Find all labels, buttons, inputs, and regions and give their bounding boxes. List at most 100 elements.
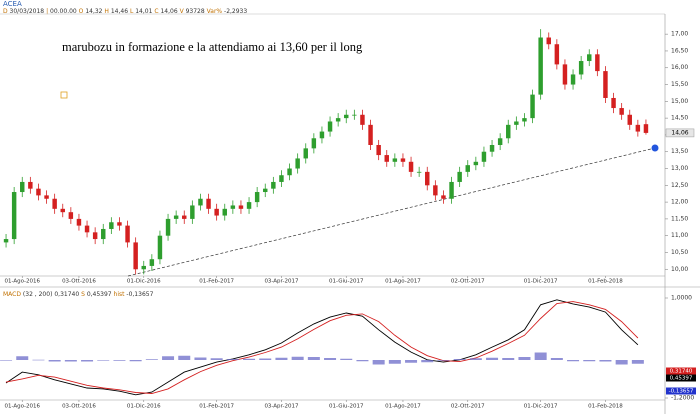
y-tick-label: 10,00 bbox=[671, 266, 688, 273]
y-tick-label: 11,50 bbox=[671, 215, 688, 222]
histogram-bar bbox=[226, 359, 239, 360]
candle-body bbox=[400, 158, 406, 162]
candle-body bbox=[360, 114, 365, 125]
histogram-bar bbox=[437, 360, 450, 361]
candle-body bbox=[11, 192, 17, 240]
x-tick-label: 01-Giu-2017 bbox=[329, 279, 364, 285]
histogram-bar bbox=[32, 359, 45, 361]
field-value: 14,32 bbox=[85, 8, 102, 15]
histogram-bar bbox=[243, 358, 256, 360]
value-box-label: 0,31740 bbox=[670, 369, 693, 375]
histogram-bar bbox=[469, 358, 482, 360]
y-tick-label: 13,50 bbox=[671, 148, 688, 155]
y-tick-label: 15,00 bbox=[671, 98, 688, 105]
histogram-bar bbox=[453, 359, 466, 360]
x-tick-label: 03-Ott-2016 bbox=[62, 279, 96, 285]
x-tick-label: 03-Apr-2017 bbox=[264, 404, 299, 410]
candle-body bbox=[643, 124, 649, 133]
candle-body bbox=[28, 181, 33, 189]
candle-body bbox=[206, 198, 211, 209]
y-tick-label: 10,50 bbox=[671, 249, 688, 256]
candle-body bbox=[611, 97, 616, 109]
candle-body bbox=[3, 239, 9, 243]
candle-body bbox=[335, 118, 341, 122]
histogram-bar bbox=[81, 360, 94, 362]
ohlc-header: D 30/03/2018 | 00.00.00 O 14,32 H 14,46 … bbox=[3, 8, 247, 15]
x-tick-label: 01-Ago-2016 bbox=[4, 404, 40, 410]
candle-body bbox=[295, 158, 300, 169]
field-key: O bbox=[79, 8, 84, 15]
candle-body bbox=[587, 54, 592, 62]
candle-body bbox=[92, 232, 98, 240]
candle-body bbox=[133, 242, 138, 270]
histogram-bar bbox=[356, 360, 369, 362]
field-key: V bbox=[180, 8, 185, 15]
macd-line bbox=[5, 299, 639, 396]
histogram-bar bbox=[210, 358, 223, 360]
candle-body bbox=[352, 114, 357, 116]
candle-body bbox=[514, 121, 519, 125]
candle-body bbox=[263, 188, 268, 193]
histogram-bar bbox=[486, 357, 499, 360]
histogram-bar bbox=[129, 360, 142, 362]
histogram-bar bbox=[405, 360, 418, 363]
y-tick-label: 11,00 bbox=[671, 232, 688, 239]
series-value: 0,31740 bbox=[54, 291, 79, 298]
histogram-bar bbox=[194, 357, 207, 360]
candle-body bbox=[101, 228, 106, 240]
candle-body bbox=[522, 118, 527, 122]
histogram-bar bbox=[16, 356, 29, 360]
x-tick-label: 01-Feb-2017 bbox=[199, 279, 234, 285]
histogram-bar bbox=[615, 360, 628, 365]
candle-body bbox=[376, 145, 381, 156]
x-tick-label: 01-Dic-2017 bbox=[524, 404, 558, 410]
histogram-bar bbox=[324, 358, 337, 360]
candle-body bbox=[157, 235, 163, 260]
candle-body bbox=[279, 175, 284, 182]
x-tick-label: 01-Feb-2017 bbox=[199, 404, 234, 410]
candle-body bbox=[327, 121, 333, 132]
candle-body bbox=[287, 168, 292, 176]
field-value: -2,2933 bbox=[224, 8, 247, 15]
histogram-bar bbox=[340, 358, 353, 360]
candle-body bbox=[627, 114, 632, 125]
histogram-bar bbox=[502, 358, 515, 360]
candle-body bbox=[538, 37, 543, 95]
candle-body bbox=[44, 195, 49, 199]
candle-body bbox=[60, 208, 65, 213]
x-tick-label: 02-Ott-2017 bbox=[451, 279, 485, 285]
field-key: H bbox=[104, 8, 109, 15]
candle-body bbox=[441, 195, 446, 199]
candle-body bbox=[416, 171, 422, 173]
series-name: hist bbox=[114, 291, 126, 298]
candle-body bbox=[182, 215, 187, 219]
y-tick-label: 12,50 bbox=[671, 182, 688, 189]
histogram-bar bbox=[145, 359, 158, 360]
candle-body bbox=[238, 205, 244, 209]
histogram-bar bbox=[388, 360, 401, 364]
candle-body bbox=[230, 205, 236, 209]
histogram-bar bbox=[307, 357, 320, 360]
field-value: 14,46 bbox=[111, 8, 128, 15]
candle-body bbox=[368, 124, 373, 145]
histogram-bar bbox=[48, 360, 61, 362]
value-box bbox=[666, 367, 696, 375]
histogram-bar bbox=[534, 352, 547, 360]
candle-body bbox=[271, 181, 276, 189]
candle-body bbox=[36, 188, 41, 196]
field-value: 14,01 bbox=[135, 8, 152, 15]
y-tick-label: 14,50 bbox=[671, 115, 688, 122]
histogram-bar bbox=[0, 360, 13, 361]
x-tick-label: 01-Feb-2018 bbox=[588, 279, 623, 285]
x-tick-label: 01-Feb-2018 bbox=[588, 404, 623, 410]
histogram-bar bbox=[64, 360, 77, 362]
candle-body bbox=[198, 198, 203, 206]
candle-body bbox=[76, 218, 82, 226]
field-key: D bbox=[3, 8, 8, 15]
y-tick-label: 13,00 bbox=[671, 165, 688, 172]
y-tick-label: 16,50 bbox=[671, 47, 688, 54]
series-value: -0,13657 bbox=[126, 291, 153, 298]
histogram-bar bbox=[372, 360, 385, 365]
candle-body bbox=[457, 171, 462, 182]
